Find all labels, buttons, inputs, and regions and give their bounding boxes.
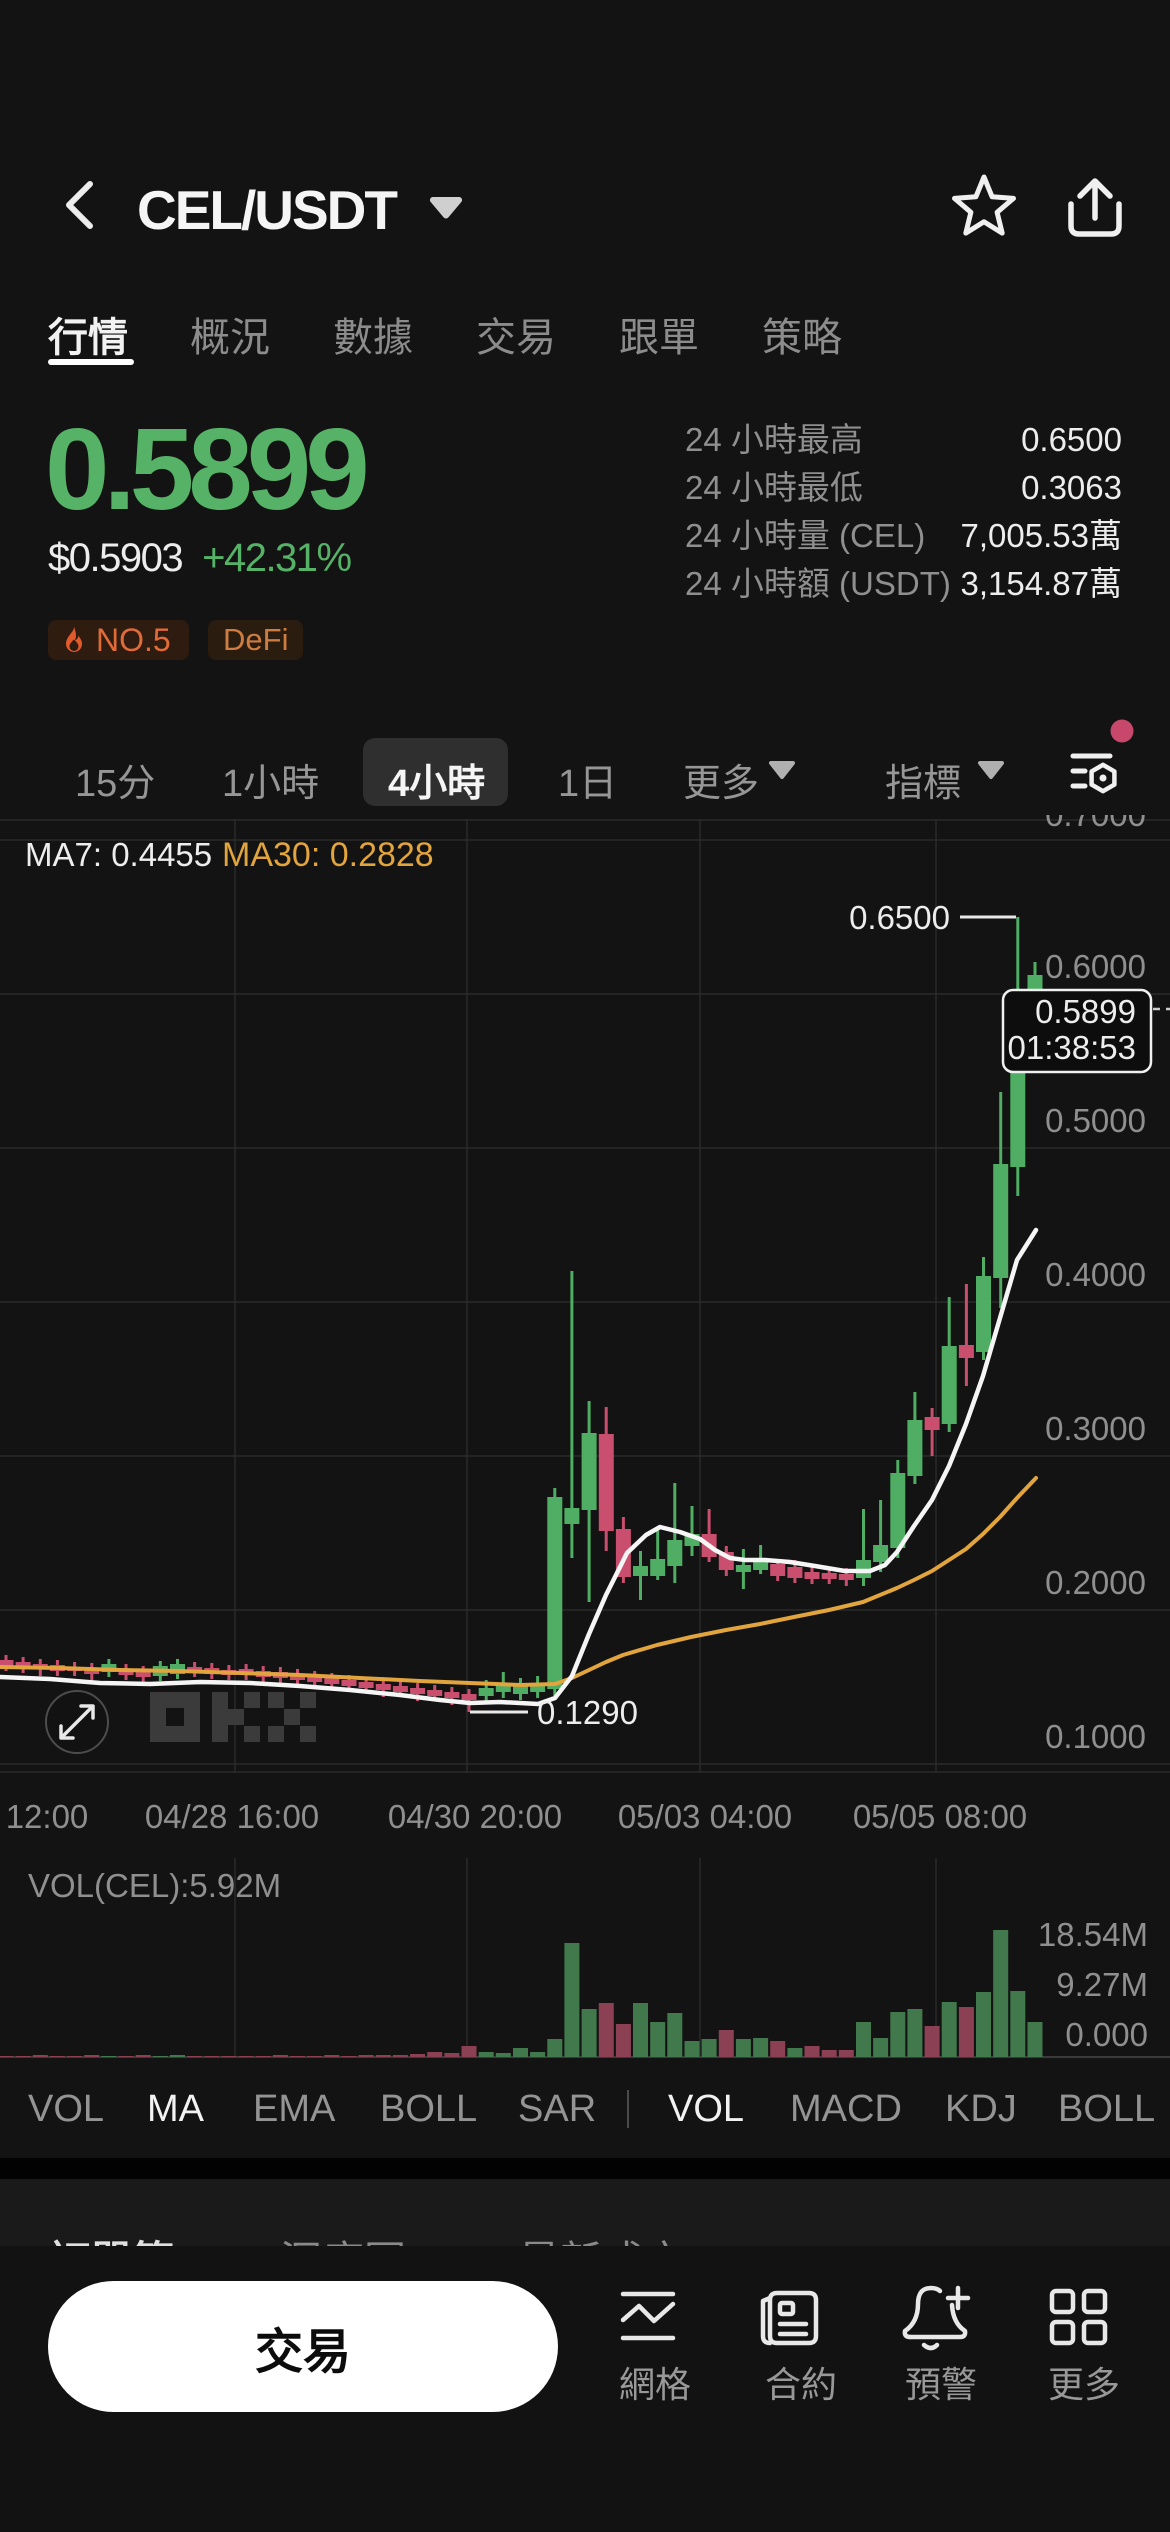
- svg-text:12:00: 12:00: [6, 1798, 89, 1835]
- svg-text:0.6000: 0.6000: [1045, 948, 1146, 985]
- svg-text:04/30 20:00: 04/30 20:00: [388, 1798, 562, 1835]
- svg-text:0.3000: 0.3000: [1045, 1410, 1146, 1447]
- svg-text:MA30: 0.2828: MA30: 0.2828: [222, 836, 434, 874]
- svg-text:18.54M: 18.54M: [1038, 1916, 1148, 1953]
- svg-text:0.6500: 0.6500: [849, 899, 950, 936]
- svg-text:0.5000: 0.5000: [1045, 1102, 1146, 1139]
- svg-text:MA7: 0.4455: MA7: 0.4455: [25, 836, 212, 873]
- svg-text:0.000: 0.000: [1065, 2016, 1148, 2053]
- svg-text:0.2000: 0.2000: [1045, 1564, 1146, 1601]
- svg-text:0.1290: 0.1290: [537, 1694, 638, 1731]
- svg-text:0.1000: 0.1000: [1045, 1718, 1146, 1755]
- svg-text:0.4000: 0.4000: [1045, 1256, 1146, 1293]
- svg-text:01:38:53: 01:38:53: [1008, 1029, 1136, 1066]
- svg-text:04/28 16:00: 04/28 16:00: [145, 1798, 319, 1835]
- svg-text:VOL(CEL):5.92M: VOL(CEL):5.92M: [28, 1867, 281, 1904]
- svg-text:05/05 08:00: 05/05 08:00: [853, 1798, 1027, 1835]
- svg-text:9.27M: 9.27M: [1056, 1966, 1148, 2003]
- svg-text:05/03 04:00: 05/03 04:00: [618, 1798, 792, 1835]
- svg-text:0.5899: 0.5899: [1035, 993, 1136, 1030]
